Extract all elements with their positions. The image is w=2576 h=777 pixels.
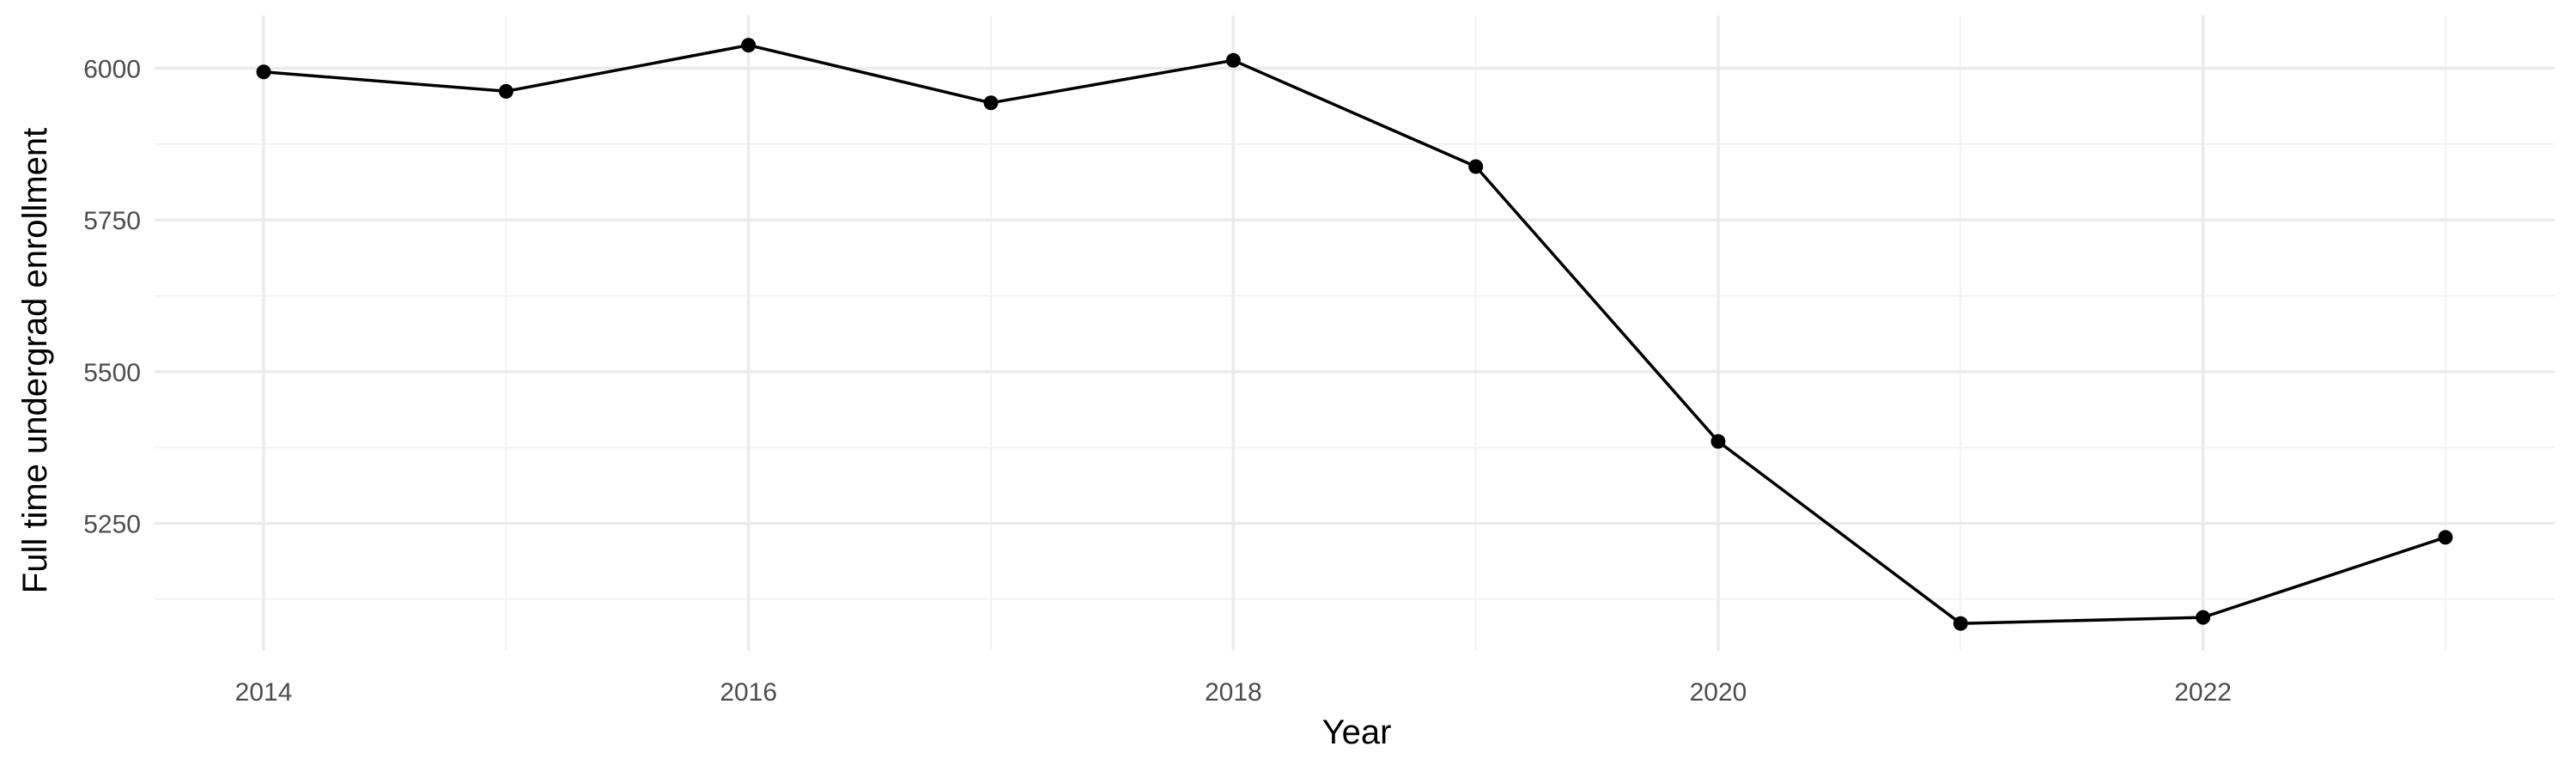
y-tick-label: 5500 [83,359,141,387]
data-point [1468,159,1484,174]
x-tick-label: 2016 [720,678,777,707]
x-axis-ticks: 2014 2016 2018 2020 2022 [235,678,2232,707]
x-tick-label: 2018 [1205,678,1262,707]
data-point [1953,616,1968,631]
series-line [262,43,2447,625]
y-tick-label: 5250 [83,511,141,539]
y-tick-label: 5750 [83,207,141,235]
data-point [1710,434,1726,449]
series-line-group [262,43,2447,625]
data-point [983,95,999,111]
x-tick-label: 2014 [235,678,293,707]
y-axis-title: Full time undergrad enrollment [16,128,54,593]
data-point [498,83,513,99]
data-point [1225,52,1241,68]
grid [155,15,2555,651]
y-axis-ticks: 5250 5500 5750 6000 [83,55,141,538]
data-point [256,64,271,80]
x-tick-label: 2020 [1690,678,1747,707]
data-point [2196,610,2211,625]
data-points [256,38,2453,631]
x-tick-label: 2022 [2174,678,2232,707]
data-point [2438,530,2453,545]
data-point [741,38,756,53]
y-tick-label: 6000 [83,55,141,83]
x-axis-title: Year [1322,713,1392,751]
